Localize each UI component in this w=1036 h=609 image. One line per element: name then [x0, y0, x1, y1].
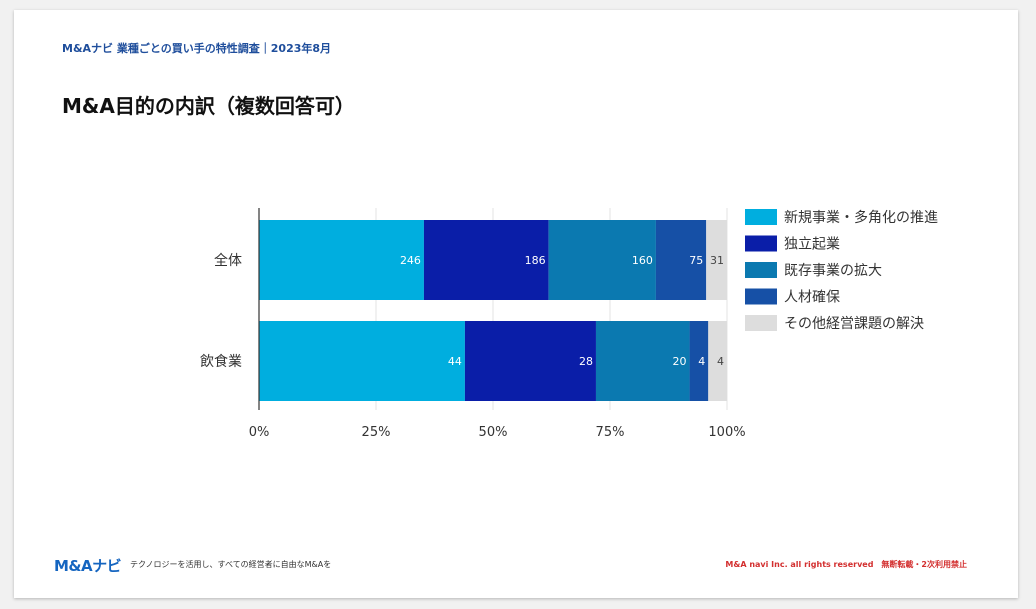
bar-segment	[259, 220, 424, 300]
brand-logo: M&Aナビ	[54, 557, 122, 575]
x-tick-label: 100%	[708, 425, 745, 440]
legend-swatch	[745, 262, 777, 278]
legend-label: その他経営課題の解決	[784, 316, 924, 332]
legend-label: 人材確保	[784, 290, 840, 306]
category-label: 飲食業	[200, 353, 242, 370]
bar-segment	[259, 321, 465, 401]
bar-segment	[655, 220, 707, 300]
data-label: 31	[710, 254, 724, 267]
legend-label: 新規事業・多角化の推進	[784, 209, 938, 226]
x-tick-label: 25%	[362, 425, 391, 440]
footer-copyright: M&A navi Inc. all rights reserved 無断転載・2…	[725, 560, 967, 569]
bar-segment	[689, 321, 709, 401]
x-tick-label: 50%	[479, 425, 508, 440]
bar-segment	[464, 321, 596, 401]
data-label: 28	[579, 355, 593, 368]
footer-tagline: テクノロジーを活用し、すべての経営者に自由なM&Aを	[130, 560, 332, 569]
report-header-tag: M&Aナビ 業種ごとの買い手の特性調査｜2023年8月	[62, 42, 332, 55]
category-label: 全体	[214, 252, 242, 269]
data-label: 246	[400, 254, 421, 267]
data-label: 186	[525, 254, 546, 267]
x-tick-label: 0%	[249, 425, 270, 440]
slide: M&Aナビ 業種ごとの買い手の特性調査｜2023年8月 M&A目的の内訳（複数回…	[14, 10, 1018, 598]
bar-segment	[548, 220, 656, 300]
legend-label: 独立起業	[784, 237, 840, 253]
bar-segment	[595, 321, 690, 401]
bar-segment	[423, 220, 549, 300]
bar-segment	[708, 321, 727, 401]
legend-swatch	[745, 288, 777, 305]
legend-label: 既存事業の拡大	[784, 263, 882, 279]
page-title: M&A目的の内訳（複数回答可）	[62, 94, 355, 118]
legend-swatch	[745, 209, 777, 225]
bar-segment	[706, 220, 727, 300]
data-label: 20	[673, 355, 687, 368]
legend-swatch	[745, 235, 777, 252]
data-label: 75	[689, 254, 703, 267]
data-label: 160	[632, 254, 653, 267]
data-label: 44	[448, 355, 462, 368]
legend-swatch	[745, 315, 777, 331]
data-label: 4	[698, 355, 705, 368]
data-label: 4	[717, 355, 724, 368]
x-tick-label: 75%	[596, 425, 625, 440]
